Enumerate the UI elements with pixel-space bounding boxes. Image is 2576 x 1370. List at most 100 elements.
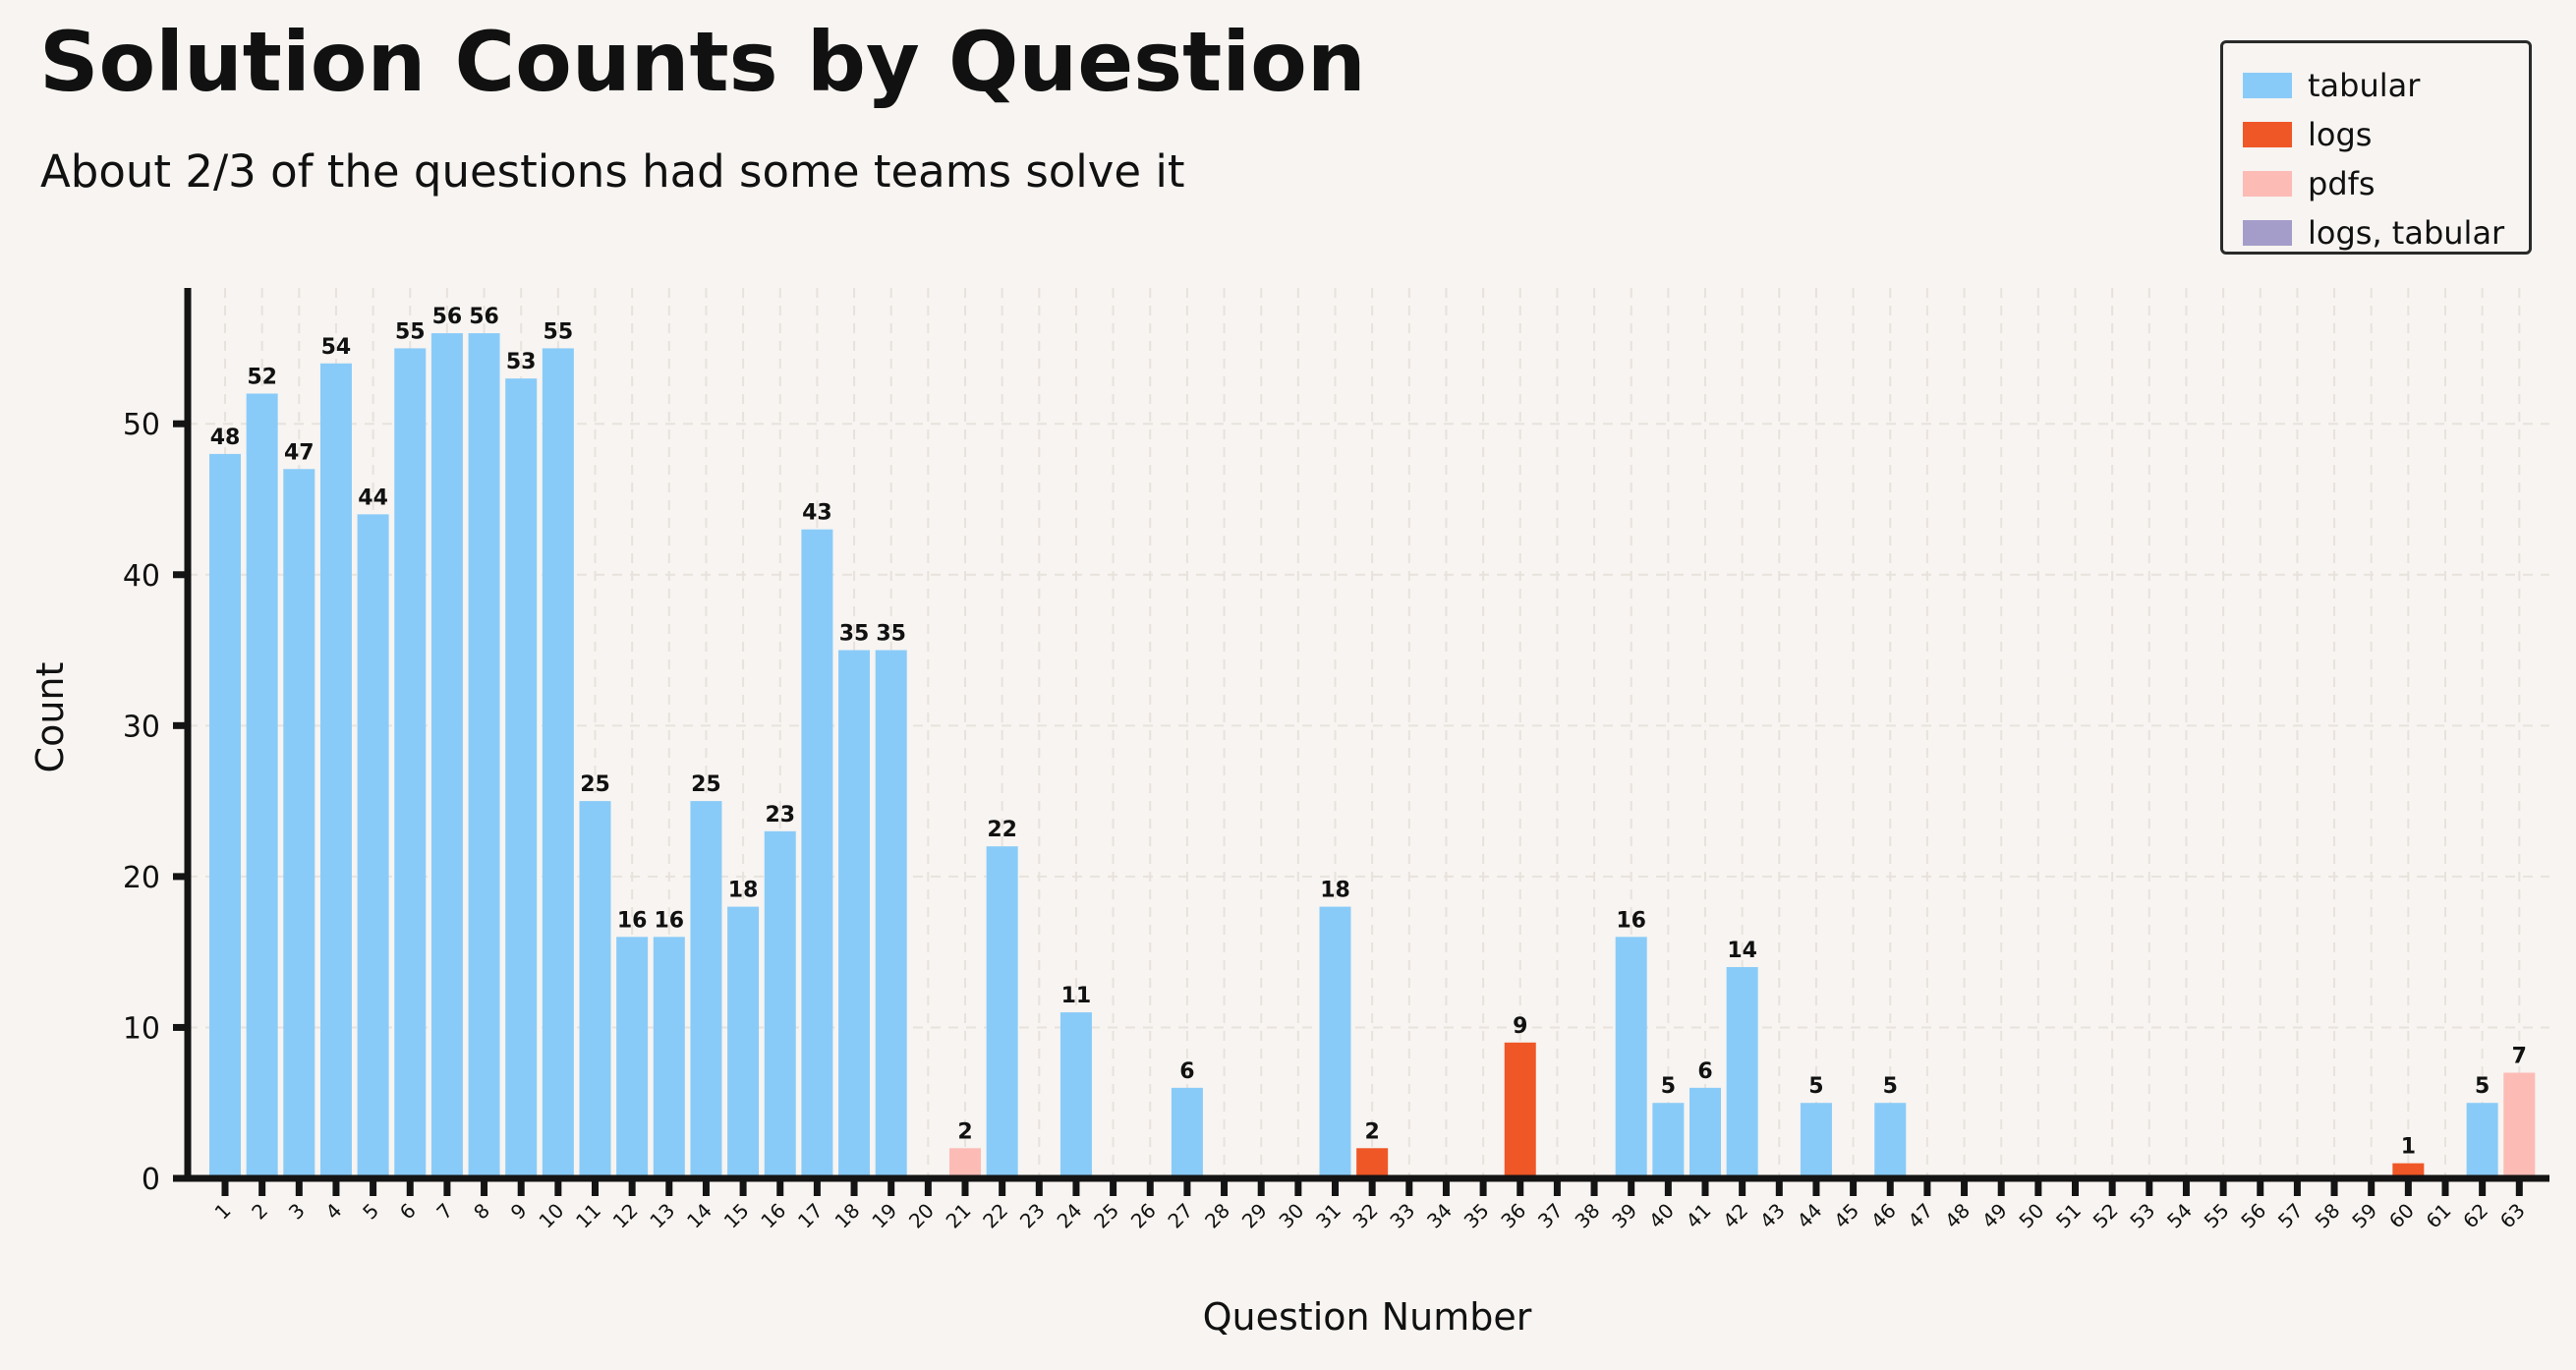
x-axis-label: Question Number xyxy=(1203,1295,1532,1339)
chart-title: Solution Counts by Question xyxy=(39,14,1366,110)
bar-q40 xyxy=(1652,1103,1685,1178)
x-tick-label: 56 xyxy=(2236,1199,2270,1233)
bar-q16 xyxy=(764,830,796,1178)
value-label-q32: 2 xyxy=(1364,1119,1379,1144)
y-tick-label: 0 xyxy=(142,1163,160,1197)
bar-q12 xyxy=(616,937,649,1178)
x-tick-label: 5 xyxy=(358,1199,383,1225)
bar-q15 xyxy=(727,906,760,1178)
bar-q27 xyxy=(1171,1087,1203,1178)
bar-q39 xyxy=(1615,937,1647,1178)
value-label-q44: 5 xyxy=(1808,1074,1823,1099)
x-tick-label: 14 xyxy=(682,1199,716,1233)
chart-subtitle: About 2/3 of the questions had some team… xyxy=(40,145,1185,198)
y-tick-label: 40 xyxy=(123,559,160,594)
bar-q14 xyxy=(690,801,722,1178)
legend-item-logs-tabular: logs, tabular xyxy=(2243,208,2529,257)
y-axis-label: Count xyxy=(29,662,72,773)
value-label-q5: 44 xyxy=(358,485,388,510)
value-label-q18: 35 xyxy=(839,622,870,647)
x-tick-label: 33 xyxy=(1385,1199,1419,1233)
axes xyxy=(173,288,2549,1196)
x-tick-label: 54 xyxy=(2162,1199,2197,1233)
x-tick-label: 23 xyxy=(1015,1199,1050,1233)
value-label-q10: 55 xyxy=(544,319,574,344)
bar-q10 xyxy=(542,348,574,1179)
value-label-q8: 56 xyxy=(469,305,499,329)
x-tick-label: 45 xyxy=(1829,1199,1863,1233)
x-tick-label: 51 xyxy=(2051,1199,2086,1233)
bar-q6 xyxy=(394,348,427,1179)
x-tick-label: 50 xyxy=(2014,1199,2048,1233)
value-label-q62: 5 xyxy=(2475,1074,2490,1099)
x-tick-label: 34 xyxy=(1422,1199,1457,1233)
y-tick-labels: 0 10 20 30 40 50 xyxy=(123,408,160,1197)
y-tick-label: 30 xyxy=(123,710,160,744)
x-tick-label: 48 xyxy=(1940,1199,1975,1233)
value-label-q4: 54 xyxy=(321,335,352,360)
y-tick-label: 50 xyxy=(123,408,160,442)
bar-q1 xyxy=(209,453,241,1178)
bar-q2 xyxy=(246,393,278,1178)
value-label-q31: 18 xyxy=(1320,879,1350,903)
bar-q7 xyxy=(430,333,463,1178)
legend-swatch-tabular xyxy=(2243,73,2292,98)
x-tick-label: 17 xyxy=(793,1199,828,1233)
x-tick-label: 57 xyxy=(2273,1199,2308,1233)
legend-item-tabular: tabular xyxy=(2243,61,2529,110)
x-tick-label: 62 xyxy=(2458,1199,2492,1233)
bar-q44 xyxy=(1800,1103,1832,1178)
value-label-q22: 22 xyxy=(987,818,1017,842)
x-tick-label: 16 xyxy=(756,1199,790,1233)
value-label-q39: 16 xyxy=(1616,908,1646,933)
bars xyxy=(209,333,2536,1179)
x-tick-label: 37 xyxy=(1533,1199,1568,1233)
legend-item-pdfs: pdfs xyxy=(2243,159,2529,208)
bar-q13 xyxy=(653,937,685,1178)
x-tick-label: 35 xyxy=(1460,1199,1494,1233)
x-tick-label: 24 xyxy=(1053,1199,1087,1233)
x-tick-label: 63 xyxy=(2495,1199,2530,1233)
value-label-q1: 48 xyxy=(210,426,241,450)
legend: tabular logs pdfs logs, tabular xyxy=(2220,40,2532,255)
bar-q22 xyxy=(986,846,1018,1178)
x-tick-label: 15 xyxy=(719,1199,754,1233)
value-label-q41: 6 xyxy=(1697,1059,1712,1084)
x-tick-label: 38 xyxy=(1571,1199,1605,1233)
value-label-q60: 1 xyxy=(2401,1135,2416,1160)
x-tick-label: 30 xyxy=(1274,1199,1308,1233)
x-tick-label: 8 xyxy=(469,1199,494,1225)
x-tick-label: 2 xyxy=(247,1199,272,1225)
legend-swatch-logs xyxy=(2243,122,2292,147)
bar-q9 xyxy=(505,378,538,1178)
value-label-q11: 25 xyxy=(580,772,610,797)
x-tick-label: 31 xyxy=(1311,1199,1345,1233)
bar-q19 xyxy=(875,650,907,1178)
legend-swatch-logs-tabular xyxy=(2243,220,2292,246)
legend-swatch-pdfs xyxy=(2243,171,2292,197)
x-tick-label: 29 xyxy=(1237,1199,1272,1233)
bar-q36 xyxy=(1504,1042,1536,1178)
value-label-q46: 5 xyxy=(1883,1074,1898,1099)
value-label-q3: 47 xyxy=(284,440,315,465)
bar-q3 xyxy=(283,469,315,1178)
value-label-q13: 16 xyxy=(654,908,684,933)
x-tick-label: 46 xyxy=(1866,1199,1901,1233)
bar-q18 xyxy=(838,650,871,1178)
x-tick-label: 21 xyxy=(942,1199,976,1233)
value-label-q40: 5 xyxy=(1661,1074,1676,1099)
x-tick-label: 36 xyxy=(1496,1199,1530,1233)
x-tick-label: 12 xyxy=(608,1199,643,1233)
value-label-q19: 35 xyxy=(876,622,906,647)
value-label-q15: 18 xyxy=(728,879,759,903)
x-tick-label: 26 xyxy=(1126,1199,1161,1233)
value-label-q21: 2 xyxy=(957,1119,972,1144)
bar-q17 xyxy=(801,529,833,1178)
x-tick-label: 40 xyxy=(1644,1199,1679,1233)
x-tick-label: 52 xyxy=(2089,1199,2123,1233)
bar-q21 xyxy=(949,1148,981,1178)
x-tick-label: 55 xyxy=(2200,1199,2234,1233)
x-tick-label: 11 xyxy=(571,1199,605,1233)
